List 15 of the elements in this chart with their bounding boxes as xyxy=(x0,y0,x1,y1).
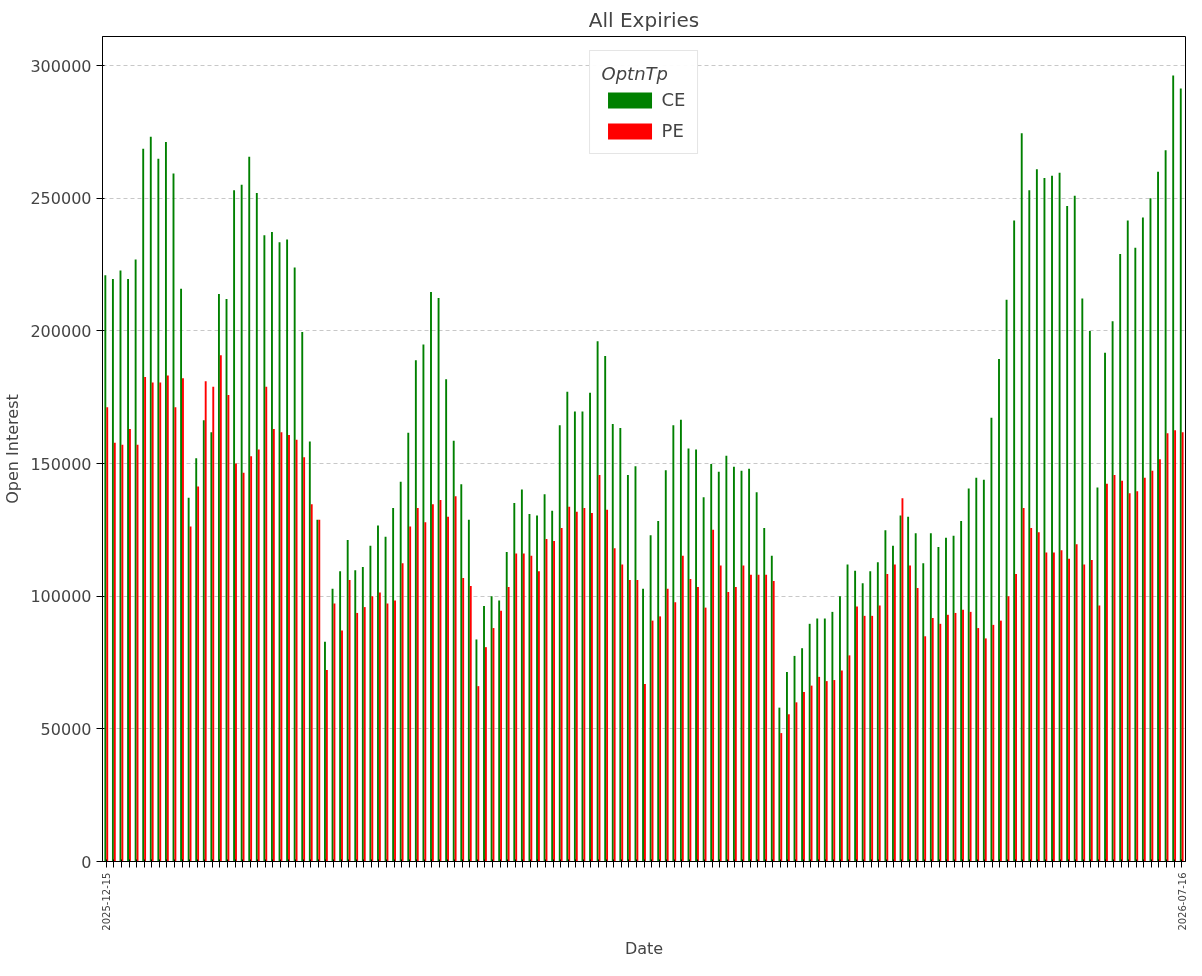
legend-title: OptnTp xyxy=(601,63,669,84)
legend-label: CE xyxy=(661,89,686,110)
x-tick-label: 2026-07-16 xyxy=(1176,872,1188,931)
x-axis-title: Date xyxy=(624,938,664,958)
y-tick-label: 100000 xyxy=(30,587,92,607)
legend-label: PE xyxy=(661,120,684,141)
y-tick-label: 200000 xyxy=(30,321,92,341)
y-tick-label: 0 xyxy=(81,852,92,872)
y-tick-label: 150000 xyxy=(30,454,92,474)
y-axis-title: Open Interest xyxy=(3,394,23,504)
y-tick-label: 300000 xyxy=(30,56,92,76)
chart-title: All Expiries xyxy=(588,7,700,32)
y-tick-label: 250000 xyxy=(30,189,92,209)
x-tick-label: 2025-12-15 xyxy=(101,872,113,931)
y-tick-label: 50000 xyxy=(40,719,92,739)
